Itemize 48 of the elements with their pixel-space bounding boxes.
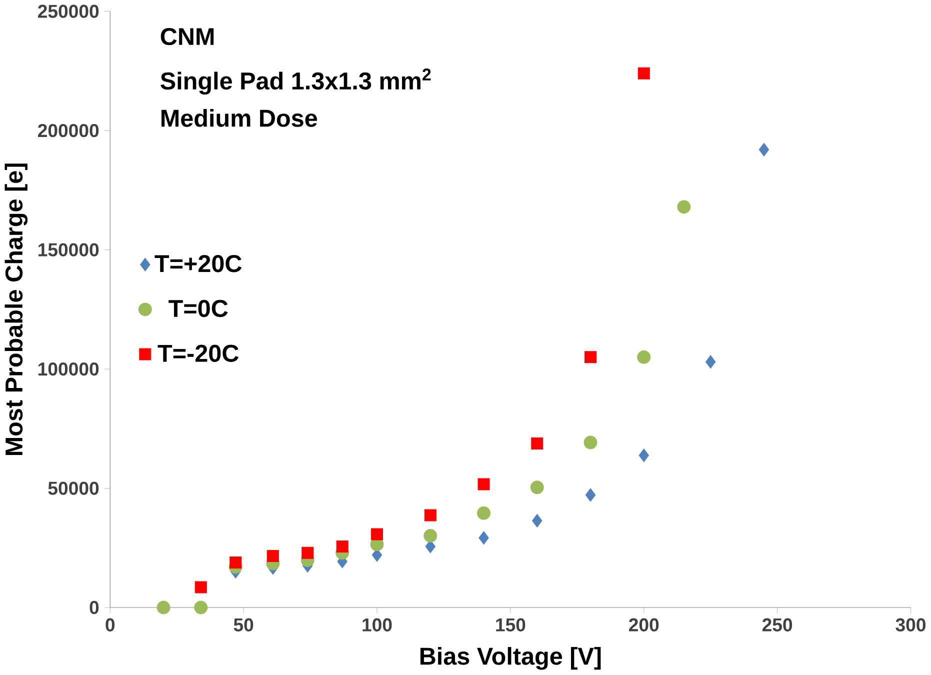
point	[156, 601, 170, 614]
point	[336, 540, 348, 553]
point	[530, 480, 544, 494]
point	[194, 601, 208, 614]
point	[425, 540, 436, 554]
point	[266, 550, 279, 562]
point	[638, 68, 650, 80]
legend-label: T=+20C	[154, 255, 242, 272]
point	[424, 509, 436, 522]
point	[637, 350, 651, 364]
x-tick-label: 0	[106, 618, 115, 632]
point	[532, 514, 542, 528]
point	[194, 581, 207, 594]
point	[677, 200, 691, 214]
point	[477, 506, 490, 520]
point	[478, 478, 490, 490]
y-axis-title: Most Probable Charge [e]	[4, 164, 28, 456]
point	[705, 355, 716, 369]
point	[230, 556, 242, 569]
y-tick-label: 200000	[38, 124, 99, 138]
point	[758, 143, 770, 157]
legend-label: T=0C	[168, 300, 228, 318]
y-tick-label: 250000	[38, 4, 99, 18]
point	[584, 436, 598, 450]
annotation: Medium Dose	[162, 109, 318, 128]
point	[478, 531, 489, 545]
point	[424, 529, 438, 543]
legend-label: T=-20C	[158, 344, 239, 362]
x-tick-label: 200	[629, 618, 659, 632]
point	[371, 528, 384, 541]
y-tick-label: 50000	[48, 482, 99, 496]
point	[584, 351, 597, 364]
x-axis-title: Bias Voltage [V]	[420, 647, 601, 670]
point	[585, 488, 596, 502]
x-tick-label: 50	[234, 618, 254, 632]
point	[372, 548, 382, 562]
y-tick-label: 150000	[38, 243, 99, 257]
point	[531, 438, 544, 450]
x-tick-label: 300	[896, 618, 926, 632]
point	[638, 448, 649, 462]
annotation: Single Pad 1.3x1.3 mm$^{2}$	[160, 68, 431, 95]
x-tick-label: 100	[362, 618, 392, 632]
annotation: CNM	[160, 28, 214, 46]
x-tick-label: 150	[496, 618, 526, 632]
y-tick-label: 100000	[38, 362, 99, 376]
y-tick-label: 0	[90, 601, 99, 614]
x-tick-label: 250	[762, 618, 792, 632]
point	[302, 547, 314, 560]
